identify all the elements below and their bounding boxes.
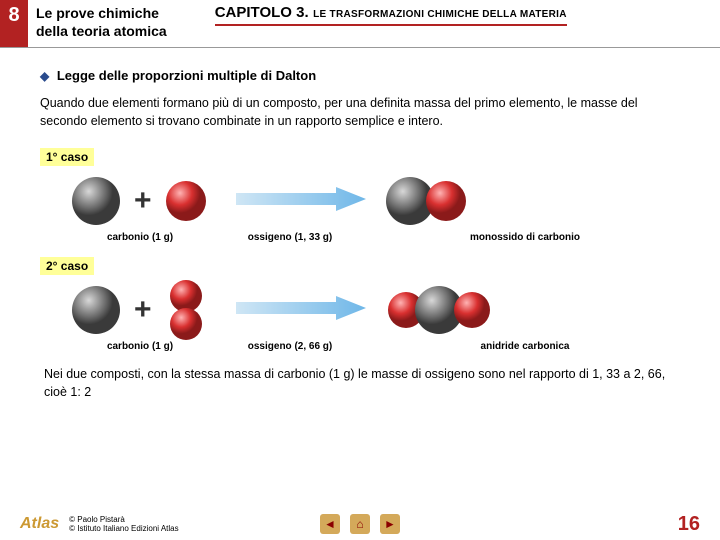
chapter-sub: LE TRASFORMAZIONI CHIMICHE DELLA MATERIA [313, 9, 567, 20]
arrow-icon [236, 185, 366, 218]
case-2-reagent1: carbonio (1 g) [70, 341, 210, 352]
case-2-reaction: + [40, 279, 680, 341]
co2-molecule [384, 284, 494, 336]
section-title-line2: della teoria atomica [36, 23, 167, 39]
case-2-label: 2° caso [40, 257, 94, 275]
law-description: Quando due elementi formano più di un co… [40, 95, 680, 130]
case-1-reagent2: ossigeno (1, 33 g) [210, 232, 370, 243]
case-1: 1° caso + carbonio (1 g) ossigeno (1, 33… [40, 148, 680, 243]
case-2-product: anidride carbonica [370, 341, 680, 352]
plus-icon: + [134, 184, 152, 218]
plus-icon: + [134, 293, 152, 327]
nav-home-button[interactable]: ⌂ [350, 514, 370, 534]
case-2-reagent2: ossigeno (2, 66 g) [210, 341, 370, 352]
carbon-atom-1 [70, 175, 122, 227]
section-title: Le prove chimiche della teoria atomica [28, 0, 175, 47]
case-1-labels: carbonio (1 g) ossigeno (1, 33 g) monoss… [40, 232, 680, 243]
nav-next-button[interactable]: ► [380, 514, 400, 534]
law-title-text: Legge delle proporzioni multiple di Dalt… [57, 68, 316, 83]
copyright-line1: © Paolo Pistarà [69, 515, 125, 524]
chapter-heading: CAPITOLO 3. LE TRASFORMAZIONI CHIMICHE D… [175, 0, 720, 47]
page-number: 16 [678, 513, 700, 536]
publisher-logo: Atlas [20, 515, 59, 533]
carbon-atom-2 [70, 284, 122, 336]
nav-prev-button[interactable]: ◄ [320, 514, 340, 534]
case-2: 2° caso + carbonio (1 g) ossigeno (2, 66… [40, 257, 680, 352]
bullet-icon: ◆ [40, 69, 49, 83]
page-header: 8 Le prove chimiche della teoria atomica… [0, 0, 720, 48]
case-2-labels: carbonio (1 g) ossigeno (2, 66 g) anidri… [40, 341, 680, 352]
copyright-line2: © Istituto Italiano Edizioni Atlas [69, 524, 179, 533]
nav-controls: ◄ ⌂ ► [320, 514, 400, 534]
content-area: ◆ Legge delle proporzioni multiple di Da… [0, 48, 720, 401]
page-footer: Atlas © Paolo Pistarà © Istituto Italian… [0, 515, 720, 534]
arrow-icon [236, 294, 366, 327]
section-title-line1: Le prove chimiche [36, 5, 159, 21]
oxygen-atom-1 [164, 179, 208, 223]
law-title: ◆ Legge delle proporzioni multiple di Da… [40, 68, 680, 83]
section-number: 8 [0, 0, 28, 47]
chapter-main: CAPITOLO 3. [215, 4, 309, 21]
oxygen-atoms-2 [164, 279, 208, 341]
copyright: © Paolo Pistarà © Istituto Italiano Ediz… [69, 515, 179, 534]
case-1-product: monossido di carbonio [370, 232, 680, 243]
case-1-reaction: + [40, 170, 680, 232]
co-molecule [384, 175, 470, 227]
conclusion-text: Nei due composti, con la stessa massa di… [40, 366, 680, 401]
case-1-reagent1: carbonio (1 g) [70, 232, 210, 243]
case-1-label: 1° caso [40, 148, 94, 166]
